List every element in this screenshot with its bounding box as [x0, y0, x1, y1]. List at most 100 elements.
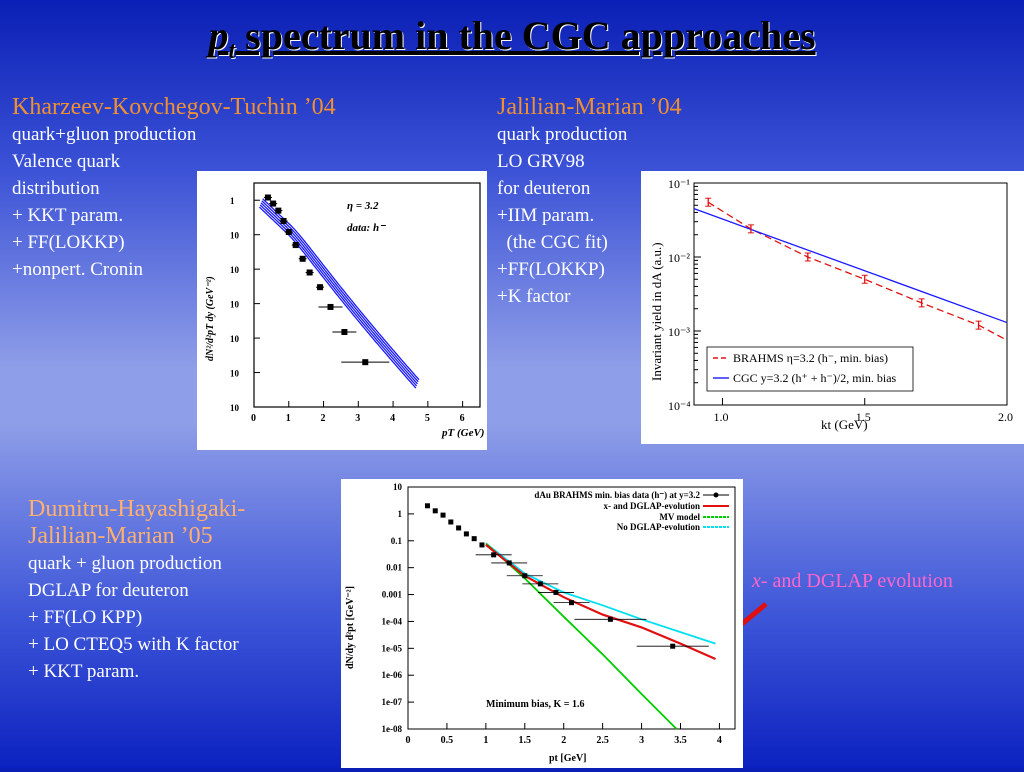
plot3-ytick-label: 1e-04: [382, 616, 403, 626]
plot2-xlabel: kt (GeV): [821, 417, 868, 432]
plot1-xtick-label: 0: [251, 413, 256, 424]
plot1-data-point: [362, 359, 369, 366]
plot1-theory-curve: [260, 202, 418, 385]
plot3-xtick-label: 1: [483, 735, 488, 746]
plot-jm: 10⁻¹ 10⁻² 10⁻³ 10⁻⁴ 1.0 1.5 2.0 BRAHMS η=3.2 (…: [641, 171, 1024, 444]
plot1-frame: [253, 182, 481, 408]
kkt-heading: Kharzeev-Kovchegov-Tuchin ’04: [12, 94, 336, 120]
plot3-xtick-label: 0: [406, 735, 411, 746]
plot3-legend-marker: [713, 492, 719, 498]
plot1-data-point: [306, 269, 313, 276]
plot1-theory-curve: [258, 206, 417, 389]
plot1-xlabel: pT (GeV): [441, 427, 484, 439]
plot1-ytick-label: 1: [230, 196, 235, 206]
plot2-ytick-label: 10⁻³: [668, 325, 690, 339]
plot-kkt-svg: 0 1 2 3 4 5 6 1 10 10 10 10 10 10 η = 3.2 data: h⁻ p…: [205, 182, 484, 439]
plot2-ylabel: Invariant yield in dA (a.u.): [649, 242, 664, 381]
plot-jm-svg: 10⁻¹ 10⁻² 10⁻³ 10⁻⁴ 1.0 1.5 2.0 BRAHMS η=3.2 (…: [649, 177, 1013, 432]
plot3-data-point: [553, 589, 559, 595]
plot3-data-point: [479, 542, 485, 548]
plot3-legend-label: dAu BRAHMS min. bias data (h⁻) at y=3.2: [534, 490, 700, 500]
plot3-data-point: [569, 600, 574, 606]
plot3-ytick-label: 1e-07: [382, 697, 403, 707]
dhj-line: DGLAP for deuteron: [28, 580, 189, 601]
plot3-xtick-label: 2.5: [596, 735, 609, 746]
plot3-xtick-label: 2: [561, 735, 566, 746]
plot3-ytick-label: 1e-06: [382, 670, 403, 680]
jm-line: (the CGC fit): [497, 232, 608, 253]
plot1-xtick-label: 3: [355, 413, 360, 424]
plot1-data-point: [327, 303, 334, 310]
dhj-line: + LO CTEQ5 with K factor: [28, 634, 239, 655]
plot2-legend-brahms: BRAHMS η=3.2 (h⁻, min. bias): [733, 351, 888, 365]
plot-dhj: 10 1 0.1 0.01 0.001 1e-04 1e-05 1e-06 1e-07 1e-08…: [341, 479, 743, 768]
plot1-data-point: [341, 329, 348, 336]
plot1-xtick-label: 5: [425, 413, 430, 424]
plot1-ytick-label: 10: [230, 300, 240, 310]
plot3-ytick-label: 1: [398, 509, 403, 519]
title-var: p: [208, 13, 229, 58]
annotation-text: x- and DGLAP evolution: [752, 570, 953, 593]
plot3-data-point: [432, 508, 438, 514]
plot3-ytick-label: 0.01: [386, 563, 402, 573]
kkt-line: +nonpert. Cronin: [12, 259, 144, 280]
plot3-xtick-label: 4: [717, 735, 722, 746]
plot3-legend-label: x- and DGLAP-evolution: [603, 501, 700, 511]
annotation-rest: - and DGLAP evolution: [760, 570, 953, 592]
plot2-ytick-label: 10⁻²: [668, 251, 690, 265]
plot2-brahms-line: [707, 201, 1008, 341]
plot3-dglap-curve: [485, 544, 716, 661]
plot1-data-point: [299, 255, 306, 262]
plot1-data-point: [280, 217, 287, 224]
plot3-xtick-label: 1.5: [519, 735, 532, 746]
plot1-xtick-label: 2: [321, 413, 326, 424]
plot3-no-dglap-curve: [485, 542, 716, 645]
plot3-data-point: [471, 536, 477, 542]
plot2-xtick-label: 1.5: [856, 410, 871, 424]
plot3-frame: [407, 486, 736, 730]
plot1-data-point: [264, 194, 271, 201]
plot3-xtick-label: 0.5: [441, 735, 454, 746]
plot3-ytick-label: 1e-05: [382, 643, 403, 653]
plot1-legend-2: data: h⁻: [347, 222, 386, 234]
title-sub: t: [228, 38, 236, 64]
plot3-note: Minimum bias, K = 1.6: [486, 699, 585, 710]
dhj-line: + FF(LO KPP): [28, 607, 143, 628]
plot3-data-point: [670, 643, 676, 649]
kkt-text-block: Kharzeev-Kovchegov-Tuchin ’04 quark+gluo…: [12, 94, 336, 283]
plot3-legend-label: MV model: [659, 512, 700, 522]
jm-line: +FF(LOKKP): [497, 259, 605, 280]
plot1-data-point: [270, 200, 277, 207]
plot3-data-point: [424, 503, 430, 509]
title-rest: spectrum in the CGC approaches: [235, 13, 816, 58]
plot1-xtick-label: 4: [390, 413, 395, 424]
kkt-line: quark+gluon production: [12, 124, 197, 145]
plot1-legend-1: η = 3.2: [347, 200, 379, 212]
dhj-line: + KKT param.: [28, 661, 140, 682]
plot1-ytick-label: 10: [230, 231, 240, 241]
plot1-data-point: [285, 228, 292, 235]
plot3-data-point: [463, 531, 469, 537]
jm-line: quark production: [497, 124, 628, 145]
plot3-data-point: [537, 581, 543, 587]
plot2-frame: [693, 182, 1008, 406]
plot1-theory-curve: [261, 200, 419, 383]
jm-line: for deuteron: [497, 178, 591, 199]
plot3-data-point: [491, 552, 497, 558]
dhj-line: quark + gluon production: [28, 553, 222, 574]
plot2-xtick-label: 2.0: [998, 410, 1013, 424]
plot1-ytick-label: 10: [230, 369, 240, 379]
plot1-ytick-label: 10: [230, 403, 240, 413]
plot3-xtick-label: 3.5: [674, 735, 687, 746]
plot3-ylabel: dN/dy d²pt [GeV⁻²]: [345, 586, 356, 669]
plot3-data-point: [448, 519, 454, 525]
jm-line: LO GRV98: [497, 151, 585, 172]
plot2-legend-cgc: CGC y=3.2 (h⁺ + h⁻)/2, min. bias: [733, 371, 897, 385]
plot1-xtick-label: 6: [460, 413, 465, 424]
plot1-ylabel: dN²/d²pT dy (GeV⁻²): [205, 276, 216, 361]
plot1-data-point: [317, 284, 324, 291]
kkt-line: Valence quark: [12, 151, 121, 172]
plot3-ytick-label: 10: [393, 482, 403, 492]
plot1-ytick-label: 10: [230, 265, 240, 275]
dhj-heading-2: Jalilian-Marian ’05: [28, 523, 213, 549]
